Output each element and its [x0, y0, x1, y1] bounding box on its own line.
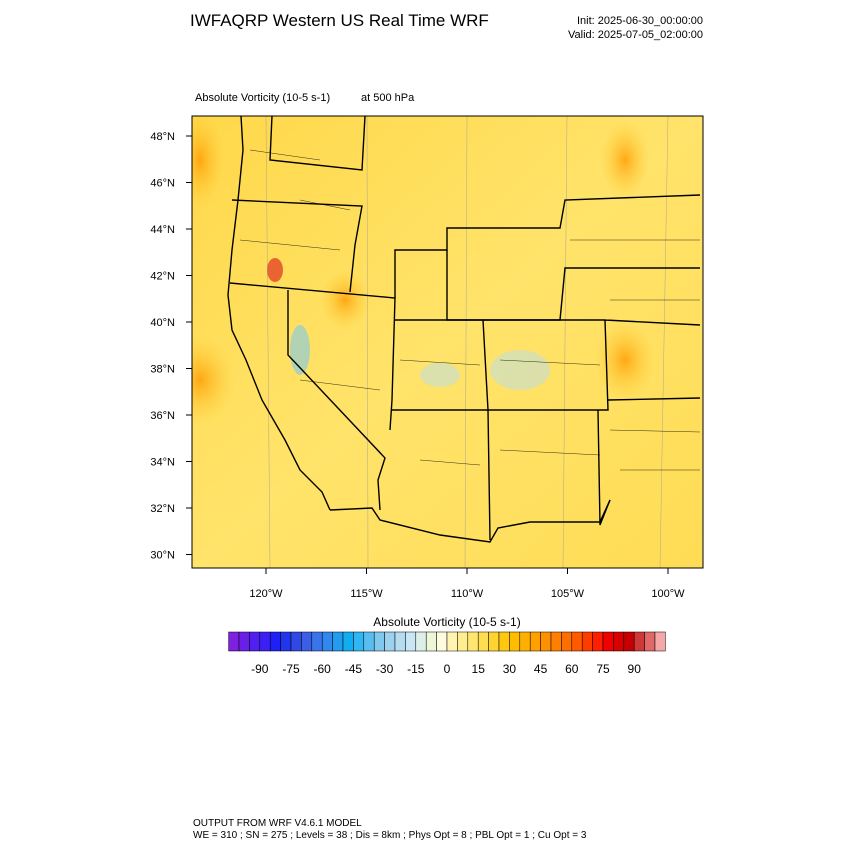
colorbar-box: [592, 631, 604, 652]
colorbar-box: [269, 631, 281, 652]
colorbar-box: [373, 631, 385, 652]
colorbar-box: [529, 631, 541, 652]
colorbar-tick-label: 90: [628, 662, 642, 676]
colorbar-tick-label: 45: [534, 662, 548, 676]
colorbar-tick-label: 30: [503, 662, 517, 676]
colorbar-tick-label: 75: [596, 662, 610, 676]
colorbar-tick-label: 15: [472, 662, 486, 676]
colorbar-box: [425, 631, 437, 652]
lon-label: 115°W: [350, 588, 383, 600]
colorbar-box: [280, 631, 292, 652]
colorbar-tick-label: 60: [565, 662, 579, 676]
colorbar-box: [342, 631, 354, 652]
colorbar-tick-label: -15: [407, 662, 425, 676]
map: [192, 116, 703, 568]
title: IWFAQRP Western US Real Time WRF: [190, 11, 489, 30]
colorbar-tick-label: -30: [376, 662, 394, 676]
colorbar-box: [259, 631, 271, 652]
colorbar-box: [540, 631, 552, 652]
colorbar-box: [457, 631, 469, 652]
colorbar-box: [602, 631, 614, 652]
colorbar-tick-label: -60: [314, 662, 332, 676]
colorbar-tick-label: -90: [251, 662, 269, 676]
init-time: Init: 2025-06-30_00:00:00: [577, 15, 703, 27]
lat-label: 34°N: [150, 457, 175, 469]
colorbar-box: [301, 631, 313, 652]
colorbar-box: [415, 631, 427, 652]
colorbar-box: [509, 631, 521, 652]
footer-line: WE = 310 ; SN = 275 ; Levels = 38 ; Dis …: [193, 830, 587, 841]
colorbar-box: [519, 631, 531, 652]
lat-label: 30°N: [150, 550, 175, 562]
colorbar-box: [394, 631, 406, 652]
colorbar-tick-label: -75: [282, 662, 300, 676]
colorbar-box: [446, 631, 458, 652]
lon-label: 100°W: [651, 588, 685, 600]
colorbar-box: [332, 631, 344, 652]
colorbar-box: [249, 631, 261, 652]
lat-label: 40°N: [150, 317, 175, 329]
colorbar-tick-label: 0: [444, 662, 451, 676]
lat-label: 38°N: [150, 364, 175, 376]
colorbar-box: [353, 631, 365, 652]
colorbar-box: [467, 631, 479, 652]
colorbar-box: [644, 631, 656, 652]
footer-line: OUTPUT FROM WRF V4.6.1 MODEL: [193, 818, 362, 829]
colorbar-box: [654, 631, 666, 652]
lat-label: 42°N: [150, 271, 175, 283]
colorbar-box: [623, 631, 635, 652]
colorbar-box: [561, 631, 573, 652]
colorbar-box: [238, 631, 250, 652]
colorbar-box: [321, 631, 333, 652]
colorbar-box: [405, 631, 417, 652]
colorbar-box: [498, 631, 510, 652]
colorbar-box: [633, 631, 645, 652]
lat-label: 44°N: [150, 224, 175, 236]
colorbar-box: [477, 631, 489, 652]
colorbar-box: [384, 631, 396, 652]
lon-label: 105°W: [551, 588, 585, 600]
colorbar-box: [228, 631, 240, 652]
colorbar-box: [581, 631, 593, 652]
lon-label: 120°W: [249, 588, 283, 600]
colorbar-box: [488, 631, 500, 652]
field-label: Absolute Vorticity (10-5 s-1): [195, 92, 330, 104]
level-label: at 500 hPa: [361, 92, 415, 104]
colorbar-box: [613, 631, 625, 652]
valid-time: Valid: 2025-07-05_02:00:00: [568, 29, 703, 41]
lat-label: 32°N: [150, 503, 175, 515]
lat-label: 46°N: [150, 178, 175, 190]
colorbar-box: [436, 631, 448, 652]
colorbar-box: [571, 631, 583, 652]
colorbar-box: [311, 631, 323, 652]
lon-label: 110°W: [451, 588, 484, 600]
colorbar-tick-label: -45: [345, 662, 363, 676]
lat-label: 36°N: [150, 410, 175, 422]
map-frame: [191, 115, 704, 569]
colorbar-box: [290, 631, 302, 652]
colorbar-box: [363, 631, 375, 652]
colorbar-label: Absolute Vorticity (10-5 s-1): [373, 615, 520, 629]
lat-label: 48°N: [150, 131, 175, 143]
colorbar-box: [550, 631, 562, 652]
